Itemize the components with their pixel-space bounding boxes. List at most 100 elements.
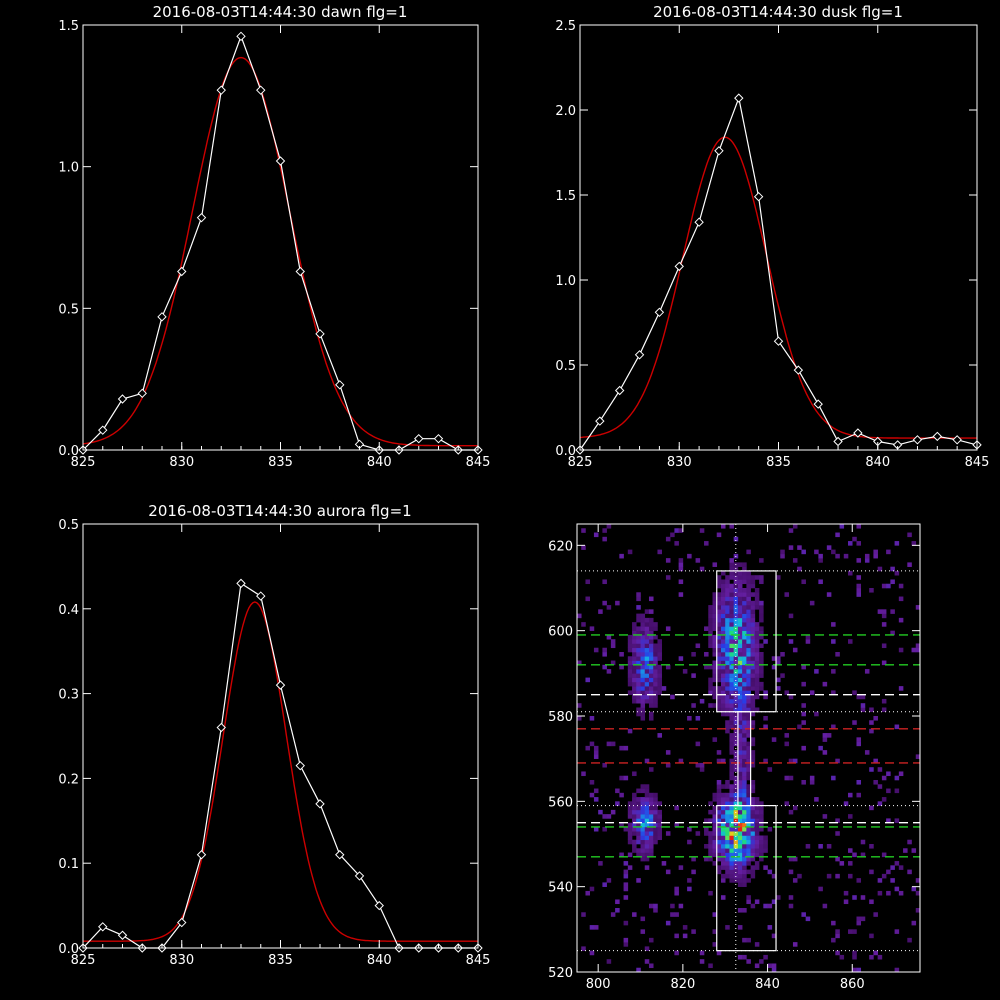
heatmap-cell bbox=[750, 750, 756, 755]
heatmap-cell bbox=[653, 814, 658, 819]
heatmap-cell bbox=[644, 831, 650, 836]
heatmap-cell bbox=[712, 912, 718, 917]
heatmap-cell bbox=[704, 818, 709, 823]
heatmap-cell bbox=[712, 814, 718, 819]
heatmap-cell bbox=[737, 908, 743, 913]
heatmap-cell bbox=[653, 673, 658, 678]
heatmap-cell bbox=[894, 570, 900, 576]
x-tick-label: 825 bbox=[568, 455, 593, 470]
heatmap-cell bbox=[632, 831, 637, 836]
heatmap-cell bbox=[648, 767, 654, 772]
heatmap-cell bbox=[750, 660, 756, 666]
heatmap-cell bbox=[648, 630, 654, 636]
heatmap-cell bbox=[733, 788, 739, 794]
heatmap-cell bbox=[644, 677, 650, 683]
heatmap-cell bbox=[742, 861, 747, 866]
plot-frame bbox=[82, 523, 479, 949]
heatmap-cell bbox=[890, 609, 895, 614]
heatmap-cell bbox=[746, 835, 751, 841]
heatmap-cell bbox=[648, 622, 654, 627]
heatmap-cell bbox=[636, 835, 641, 841]
heatmap-cell bbox=[746, 852, 751, 858]
heatmap-cell bbox=[894, 541, 900, 546]
heatmap-cell bbox=[644, 698, 650, 704]
heatmap-cell bbox=[644, 639, 650, 644]
heatmap-cell bbox=[737, 592, 743, 597]
heatmap-cell bbox=[716, 839, 722, 845]
heatmap-cell bbox=[653, 801, 658, 806]
heatmap-cell bbox=[733, 848, 739, 853]
y-tick-label: 0.2 bbox=[58, 772, 79, 787]
x-tick-label: 835 bbox=[268, 455, 293, 470]
heatmap-cell bbox=[712, 942, 718, 947]
heatmap-cell bbox=[737, 835, 743, 841]
heatmap-cell bbox=[653, 690, 658, 695]
heatmap-plot-area bbox=[577, 524, 921, 973]
data-point bbox=[196, 212, 207, 223]
heatmap-cell bbox=[759, 856, 764, 862]
heatmap-cell bbox=[653, 839, 658, 845]
heatmap-cell bbox=[754, 596, 760, 602]
x-tick-label: 840 bbox=[367, 455, 392, 470]
heatmap-cell bbox=[729, 839, 734, 845]
heatmap-cell bbox=[759, 630, 764, 636]
heatmap-cell bbox=[674, 933, 679, 939]
x-tick-label: 840 bbox=[865, 455, 890, 470]
heatmap-cell bbox=[869, 899, 874, 905]
heatmap-cell bbox=[699, 762, 705, 768]
heatmap-cell bbox=[733, 664, 739, 670]
heatmap-cell bbox=[733, 720, 739, 725]
heatmap-cell bbox=[653, 652, 658, 657]
x-tick-label: 845 bbox=[965, 455, 990, 470]
heatmap-cell bbox=[746, 792, 751, 798]
heatmap-cell bbox=[648, 711, 654, 717]
heatmap-cell bbox=[746, 579, 751, 585]
heatmap-cell bbox=[788, 545, 794, 550]
heatmap-cell bbox=[725, 809, 730, 815]
heatmap-cell bbox=[636, 698, 641, 704]
heatmap-cell bbox=[712, 562, 718, 567]
heatmap-cell bbox=[848, 792, 853, 798]
heatmap-cell bbox=[644, 660, 650, 666]
heatmap-cell bbox=[640, 656, 646, 661]
heatmap-cell bbox=[763, 835, 768, 841]
heatmap-cell bbox=[716, 694, 722, 700]
heatmap-cell bbox=[742, 784, 747, 789]
heatmap-cell bbox=[729, 686, 734, 691]
heatmap-cell bbox=[759, 818, 764, 823]
data-point bbox=[354, 871, 365, 881]
heatmap-cell bbox=[708, 818, 713, 823]
heatmap-cell bbox=[729, 822, 734, 828]
heatmap-cell bbox=[716, 809, 722, 815]
heatmap-cell bbox=[733, 741, 739, 747]
heatmap-cell bbox=[746, 741, 751, 747]
heatmap-cell bbox=[746, 878, 751, 883]
heatmap-cell bbox=[835, 929, 840, 934]
heatmap-cell bbox=[619, 852, 624, 858]
heatmap-cell bbox=[725, 835, 730, 841]
heatmap-cell bbox=[640, 809, 646, 815]
heatmap-cell bbox=[733, 844, 739, 849]
heatmap-cell bbox=[784, 741, 790, 747]
heatmap-cell bbox=[657, 677, 662, 683]
heatmap-cell bbox=[737, 856, 743, 862]
heatmap-cell bbox=[860, 707, 866, 713]
heatmap-cell bbox=[729, 617, 734, 623]
heatmap-cell bbox=[742, 630, 747, 636]
heatmap-cell bbox=[742, 686, 747, 691]
heatmap-cell bbox=[708, 690, 713, 695]
heatmap-cell bbox=[737, 664, 743, 670]
heatmap-cell bbox=[750, 703, 756, 708]
heatmap-cell bbox=[759, 686, 764, 691]
heatmap-cell bbox=[805, 639, 811, 644]
heatmap-cell bbox=[627, 656, 633, 661]
heatmap-cell bbox=[632, 690, 637, 695]
heatmap-cell bbox=[759, 805, 764, 811]
heatmap-cell bbox=[632, 698, 637, 704]
heatmap-cell bbox=[712, 929, 718, 934]
heatmap-cell bbox=[636, 592, 641, 597]
x-tick-label: 825 bbox=[71, 953, 96, 968]
heatmap-cell bbox=[636, 634, 641, 640]
heatmap-cell bbox=[653, 822, 658, 828]
